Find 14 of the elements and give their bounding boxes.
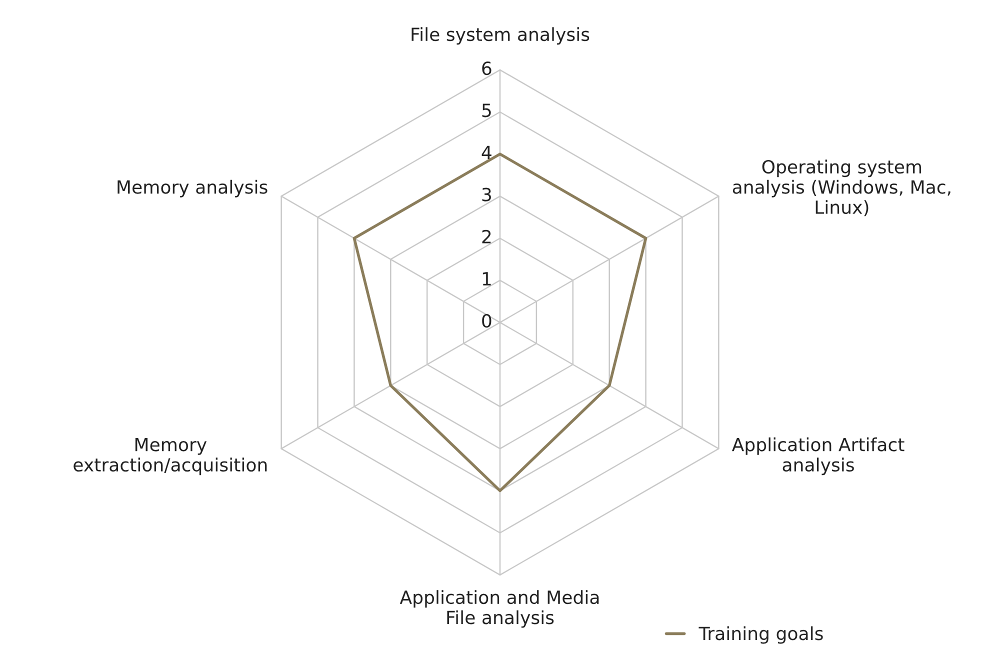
spoke-label: Operating system analysis (Windows, Mac, Linux) xyxy=(732,160,950,216)
y-tick-label: 4 xyxy=(482,146,492,160)
legend-label: Training goals xyxy=(698,626,823,644)
spoke-label: Application Artifact analysis xyxy=(732,437,904,476)
spoke-label: Memory analysis xyxy=(118,180,268,198)
y-tick-label: 5 xyxy=(482,104,491,118)
y-tick-label: 3 xyxy=(482,188,491,202)
y-tick-label: 1 xyxy=(482,272,491,286)
spoke-label: Memory extraction/acquisition xyxy=(74,438,267,476)
y-tick-label: 0 xyxy=(482,314,492,328)
y-tick-label: 6 xyxy=(482,61,492,76)
y-tick-label: 2 xyxy=(482,230,491,244)
spoke-label: File system analysis xyxy=(412,27,590,45)
spoke-label: Application and Media File analysis xyxy=(400,590,599,628)
